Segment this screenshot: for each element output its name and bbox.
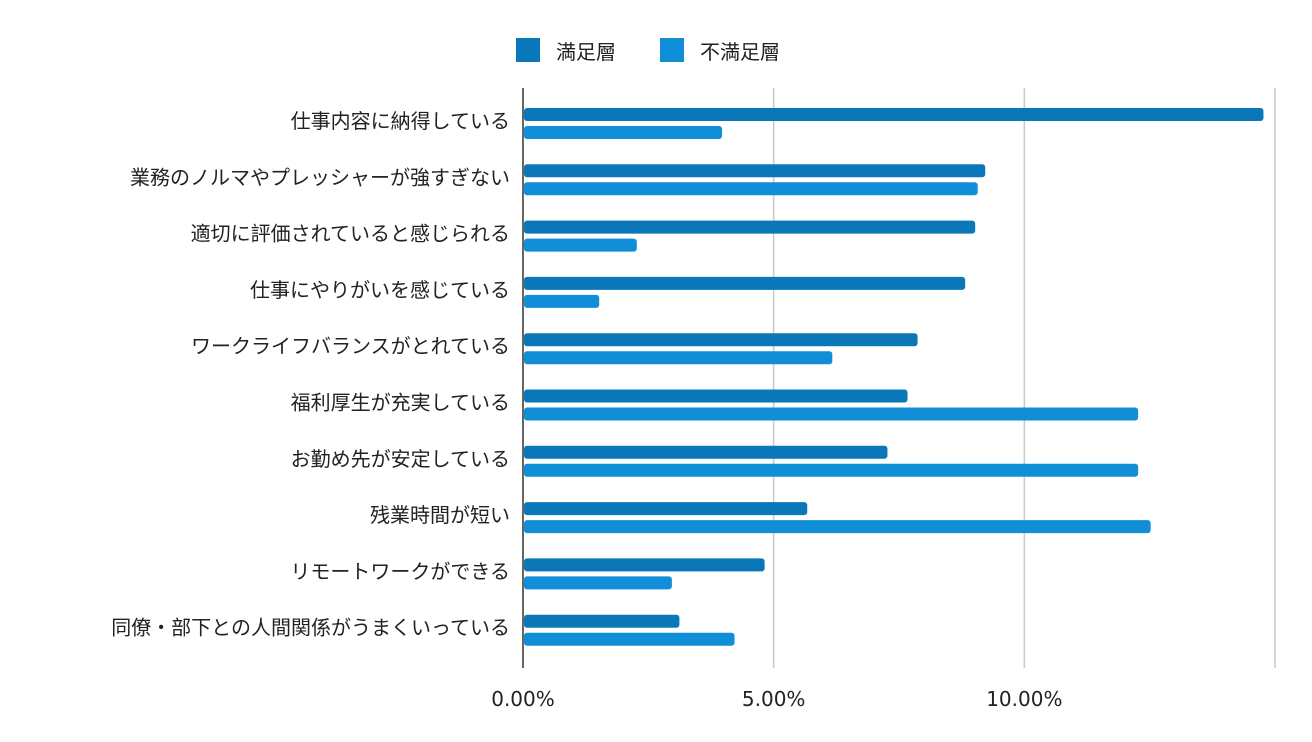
legend-swatch-dissatisfied	[660, 38, 684, 62]
category-label: 残業時間が短い	[370, 503, 510, 527]
category-label: 仕事内容に納得している	[291, 109, 510, 133]
category-label: お勤め先が安定している	[291, 447, 510, 471]
x-tick-labels: 0.00% 5.00% 10.00%	[491, 687, 1062, 711]
bar-dissatisfied	[524, 407, 1139, 421]
bar-dissatisfied	[524, 238, 637, 252]
bar-satisfied	[524, 445, 888, 459]
category-label: リモートワークができる	[290, 559, 510, 583]
bar-satisfied	[524, 558, 765, 572]
x-tick-label: 5.00%	[742, 687, 806, 711]
bar-dissatisfied	[524, 520, 1151, 534]
bar-dissatisfied	[524, 632, 735, 646]
category-label: 適切に評価されていると感じられる	[191, 222, 510, 246]
bar-satisfied	[524, 502, 808, 516]
bar-satisfied	[524, 164, 986, 178]
category-label: 福利厚生が充実している	[291, 391, 510, 415]
bar-dissatisfied	[524, 576, 672, 590]
x-tick-label: 10.00%	[986, 687, 1062, 711]
bar-dissatisfied	[524, 126, 723, 139]
legend: 満足層 不満足層	[516, 38, 780, 64]
bar-dissatisfied	[524, 463, 1139, 477]
category-label: 業務のノルマやプレッシャーが強すぎない	[130, 165, 510, 189]
bar-satisfied	[524, 614, 680, 628]
category-label: ワークライフバランスがとれている	[191, 334, 510, 358]
bar-dissatisfied	[524, 182, 978, 196]
legend-label-dissatisfied: 不満足層	[700, 40, 780, 64]
category-label: 仕事にやりがいを感じている	[250, 278, 510, 302]
bars	[524, 108, 1264, 646]
bar-satisfied	[524, 220, 976, 234]
bar-dissatisfied	[524, 351, 833, 365]
legend-label-satisfied: 満足層	[556, 40, 616, 64]
legend-swatch-satisfied	[516, 38, 540, 62]
category-labels: 仕事内容に納得している業務のノルマやプレッシャーが強すぎない適切に評価されている…	[111, 109, 510, 640]
bar-satisfied	[524, 389, 908, 403]
x-tick-label: 0.00%	[491, 687, 555, 711]
bar-satisfied	[524, 333, 918, 347]
bar-satisfied	[524, 276, 966, 290]
bar-dissatisfied	[524, 294, 600, 308]
bar-satisfied	[524, 108, 1264, 121]
category-label: 同僚・部下との人間関係がうまくいっている	[111, 616, 510, 640]
